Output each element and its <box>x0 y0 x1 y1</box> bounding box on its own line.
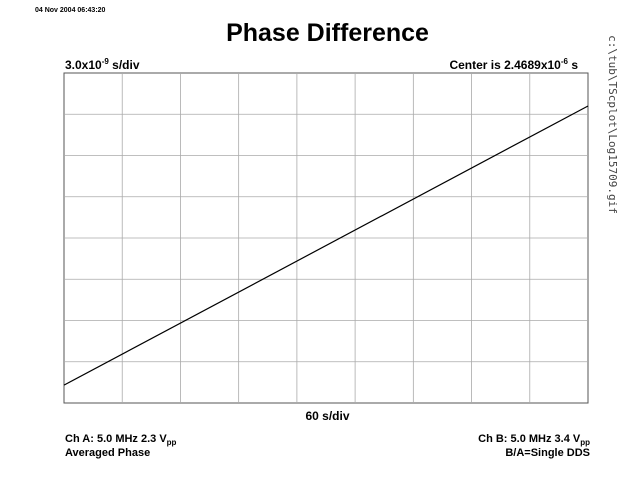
channel-b-info: Ch B: 5.0 MHz 3.4 Vpp <box>478 433 590 447</box>
channel-a-mode: Averaged Phase <box>65 447 151 459</box>
center-base: Center is 2.4689x10 <box>449 58 561 72</box>
center-unit: s <box>567 58 578 72</box>
channel-b-base: Ch B: 5.0 MHz 3.4 V <box>478 433 581 445</box>
channel-a-subscript: pp <box>166 438 177 448</box>
channel-b-subscript: pp <box>580 438 590 448</box>
channel-b-mode: B/A=Single DDS <box>505 447 590 459</box>
y-scale-label: 3.0x10-9 s/div <box>65 57 140 72</box>
series-line <box>63 105 589 386</box>
file-path: c:\tub\TScplot\Log15709.gif <box>606 35 620 214</box>
y-scale-base: 3.0x10 <box>65 58 102 72</box>
chart-title: Phase Difference <box>226 19 429 47</box>
timestamp: 04 Nov 2004 06:43:20 <box>35 7 106 14</box>
center-exponent: -6 <box>560 57 568 66</box>
y-scale-exponent: -9 <box>101 57 109 66</box>
grid <box>63 72 589 404</box>
y-scale-unit: s/div <box>108 58 140 72</box>
series-lines <box>63 105 589 386</box>
channel-a-base: Ch A: 5.0 MHz 2.3 V <box>65 433 167 445</box>
x-scale-label: 60 s/div <box>305 409 350 423</box>
channel-a-info: Ch A: 5.0 MHz 2.3 Vpp <box>65 433 176 447</box>
center-label: Center is 2.4689x10-6 s <box>449 57 578 72</box>
